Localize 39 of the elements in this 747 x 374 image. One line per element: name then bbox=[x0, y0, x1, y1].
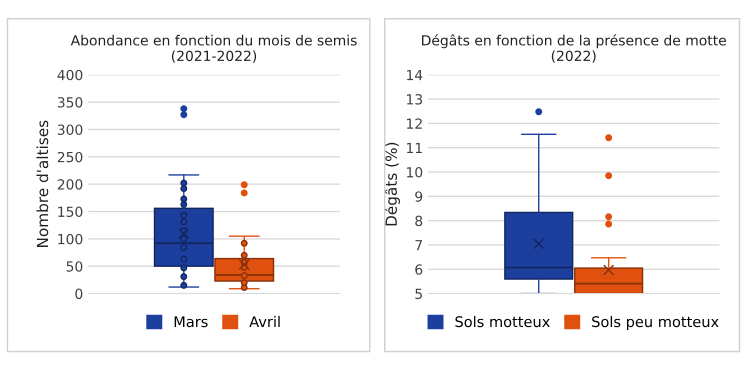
point bbox=[180, 212, 188, 219]
y-tick-label: 11 bbox=[407, 142, 422, 154]
y-tick-label: 250 bbox=[58, 152, 82, 162]
point bbox=[180, 235, 188, 242]
y-tick-label: 7 bbox=[415, 240, 422, 250]
legend-label: Sols motteux bbox=[455, 316, 550, 328]
y-axis-title: Nombre d'altises bbox=[36, 120, 48, 247]
point bbox=[180, 273, 188, 280]
y-tick-label: 100 bbox=[58, 234, 82, 244]
point bbox=[180, 180, 188, 187]
y-tick-label: 9 bbox=[415, 191, 422, 202]
y-tick-label: 10 bbox=[407, 167, 422, 178]
y-tick-label: 150 bbox=[58, 206, 82, 218]
y-tick-label: 12 bbox=[407, 118, 422, 129]
legend-label: Sols peu motteux bbox=[592, 316, 719, 330]
y-tick-label: 8 bbox=[415, 216, 422, 226]
y-tick-label: 6 bbox=[415, 264, 422, 275]
point bbox=[180, 218, 188, 226]
legend-label: Avril bbox=[249, 316, 280, 327]
y-tick-label: 50 bbox=[66, 261, 82, 272]
y-tick-label: 13 bbox=[407, 94, 422, 105]
y-tick-label: 200 bbox=[58, 179, 82, 190]
point bbox=[180, 282, 188, 289]
chart-title: Dégâts en fonction de la présence de motte (2022) bbox=[422, 34, 726, 63]
legend-label: Mars bbox=[174, 316, 208, 328]
point bbox=[180, 264, 188, 272]
y-tick-label: 0 bbox=[75, 288, 82, 300]
chart-title: Abondance en fonction du mois de semis (2021-2022) bbox=[70, 34, 357, 63]
point bbox=[180, 256, 188, 263]
point bbox=[180, 244, 188, 252]
y-tick-label: 350 bbox=[58, 97, 82, 108]
point bbox=[180, 185, 188, 192]
y-tick-label: 300 bbox=[58, 124, 82, 135]
y-tick-label: 400 bbox=[57, 70, 82, 80]
y-tick-label: 5 bbox=[415, 288, 422, 300]
point bbox=[180, 195, 188, 202]
y-axis-title: Dégâts (%) bbox=[384, 142, 400, 226]
y-tick-label: 14 bbox=[407, 70, 422, 80]
point bbox=[180, 200, 188, 208]
